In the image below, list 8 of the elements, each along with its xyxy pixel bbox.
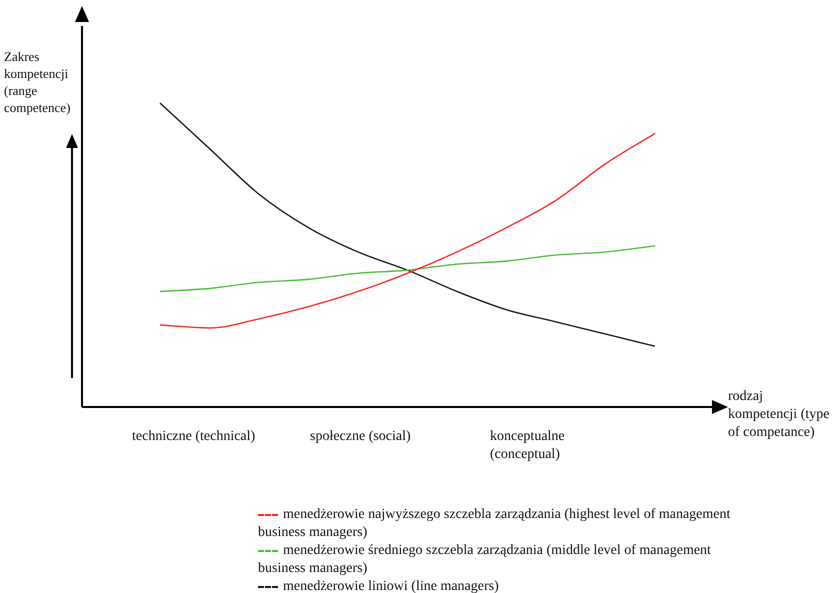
text: konceptualne (conceptual) (490, 428, 566, 464)
legend-label: menedżerowie średniego szczebla zarządzania (middle level of management business managers) (258, 542, 712, 578)
legend-label: menedżerowie najwyższego szczebla zarządzania (highest level of management business managers) (258, 506, 732, 542)
legend-label: menedżerowie liniowi (line managers) (282, 578, 500, 593)
y-axis-title: Zakres kompetencji (range competence) (4, 48, 72, 116)
text: techniczne (technical) (132, 428, 256, 446)
x-axis-title: rodzaj kompetencji (type of competance) (728, 388, 830, 442)
text: społeczne (social) (310, 428, 412, 446)
